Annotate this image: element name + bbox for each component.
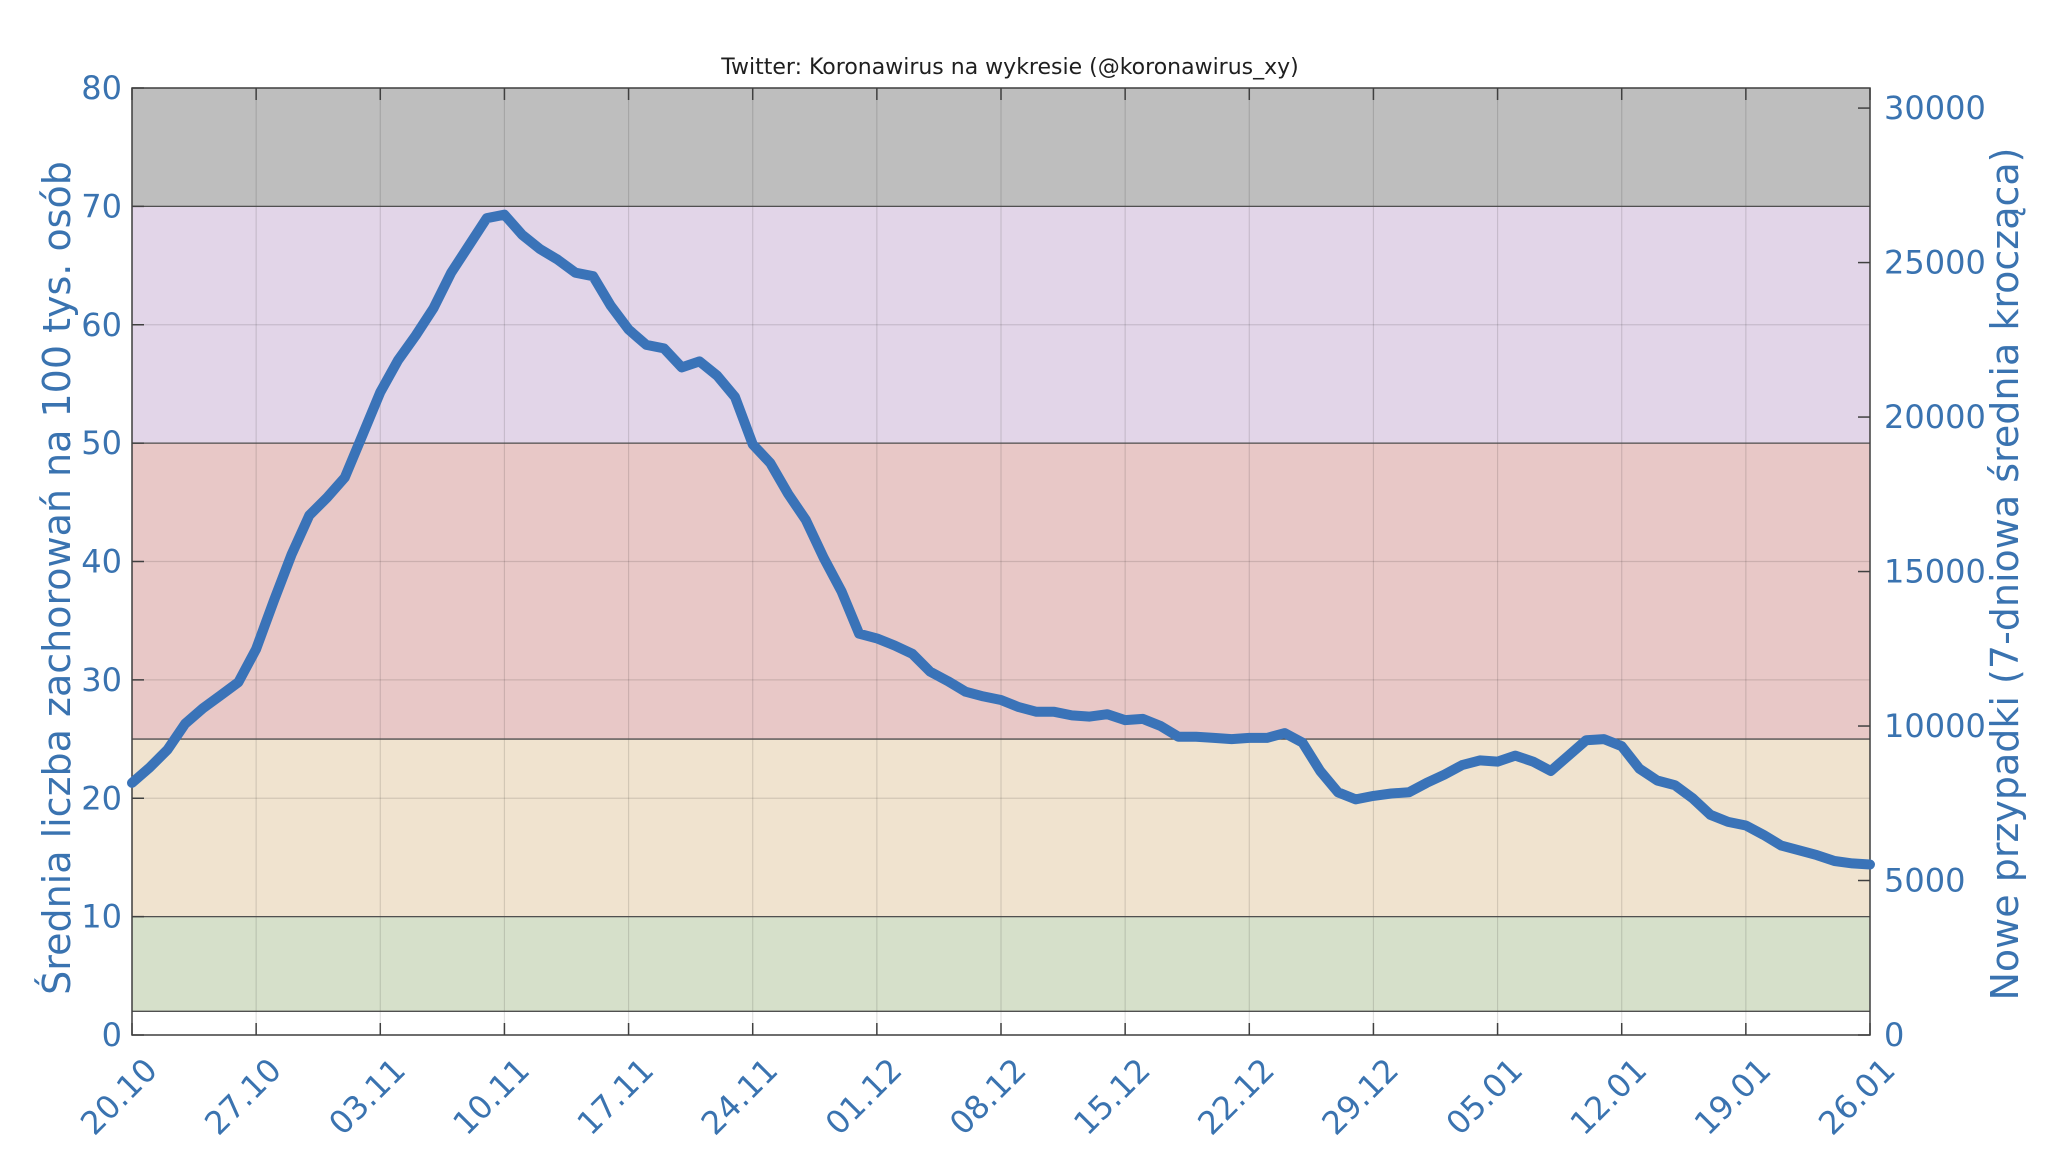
band-4 [132, 88, 1870, 207]
series-layer [127, 209, 1875, 870]
y-left-tick-label: 70 [81, 187, 122, 225]
x-tick-label: 22.12 [1190, 1051, 1282, 1143]
y-right-tick-label: 10000 [1884, 707, 1986, 745]
x-tick-label: 24.11 [694, 1051, 786, 1143]
chart-title: Twitter: Koronawirus na wykresie (@koron… [720, 55, 1299, 80]
tick-marks [131, 87, 1871, 1036]
y-right-tick-label: 25000 [1884, 244, 1986, 282]
band-2 [132, 443, 1870, 740]
threshold-bands [132, 88, 1870, 1012]
x-tick-label: 03.11 [321, 1051, 413, 1143]
y-right-tick-label: 15000 [1884, 553, 1986, 591]
y-left-tick-label: 10 [81, 898, 122, 936]
y-left-tick-label: 30 [81, 661, 122, 699]
x-tick-label: 01.12 [818, 1051, 910, 1143]
x-tick-label: 12.01 [1563, 1051, 1655, 1143]
y-right-tick-label: 20000 [1884, 398, 1986, 436]
x-tick-label: 29.12 [1314, 1051, 1406, 1143]
x-tick-label: 15.12 [1066, 1051, 1158, 1143]
y-left-tick-label: 0 [102, 1016, 122, 1054]
x-axis-tick-labels: 20.10 27.10 03.11 10.11 17.11 24.11 01.12 08.12… [73, 1051, 1903, 1143]
x-tick-label: 27.10 [197, 1051, 289, 1143]
x-tick-label: 19.01 [1687, 1051, 1779, 1143]
y-left-tick-label: 50 [81, 424, 122, 462]
y-right-tick-label: 0 [1884, 1016, 1904, 1054]
y-axis-right-label: Nowe przypadki (7-dniowa średnia krocząc… [1983, 148, 2027, 1001]
x-tick-label: 17.11 [570, 1051, 662, 1143]
x-tick-label: 26.01 [1811, 1051, 1903, 1143]
y-left-tick-label: 80 [81, 69, 122, 107]
series-line-0 [127, 209, 1875, 870]
right-axis-tick-labels: 0 5000 10000 15000 20000 25000 30000 [1884, 89, 1986, 1054]
y-left-tick-label: 40 [81, 543, 122, 581]
band-boundaries [132, 205, 1870, 1012]
y-axis-left-label: Średnia liczba zachorowań na 100 tys. os… [35, 161, 79, 995]
y-right-tick-label: 30000 [1884, 89, 1986, 127]
x-tick-label: 10.11 [445, 1051, 537, 1143]
x-tick-label: 20.10 [73, 1051, 165, 1143]
left-axis-tick-labels: 0 10 20 30 40 50 60 70 80 [81, 69, 122, 1054]
x-tick-label: 08.12 [942, 1051, 1034, 1143]
y-right-tick-label: 5000 [1884, 862, 1965, 900]
x-tick-label: 05.01 [1439, 1051, 1531, 1143]
y-left-tick-label: 20 [81, 779, 122, 817]
y-left-tick-label: 60 [81, 306, 122, 344]
band-1 [132, 739, 1870, 917]
band-0 [132, 916, 1870, 1012]
